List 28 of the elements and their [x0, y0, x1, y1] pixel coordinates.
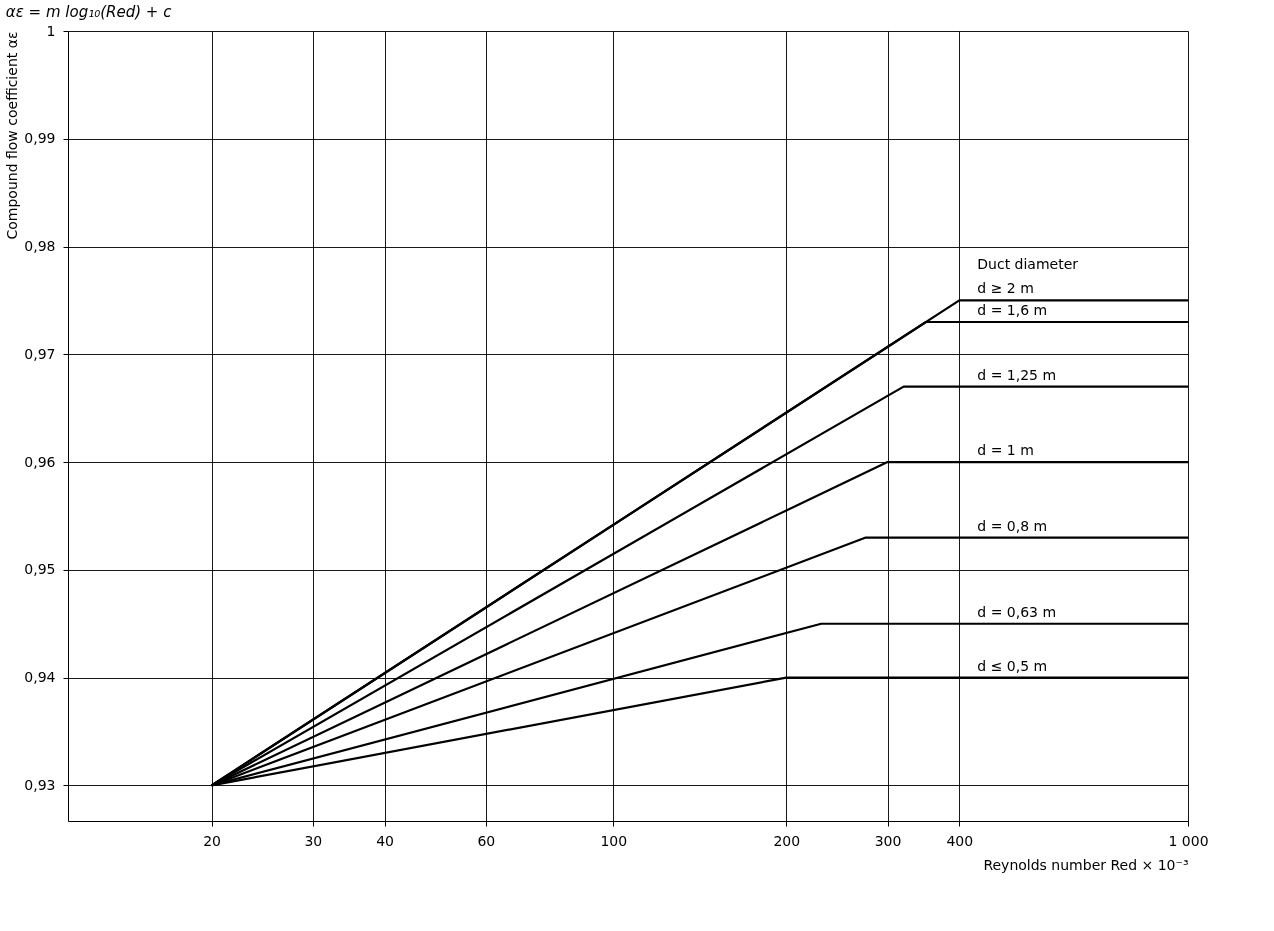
- series-label: d = 0,63 m: [977, 603, 1057, 620]
- y-tick-label: 0,99: [24, 130, 56, 147]
- x-tick-label: 200: [773, 832, 801, 849]
- y-tick-label: 0,98: [24, 238, 56, 255]
- series-label: d ≥ 2 m: [977, 280, 1034, 297]
- x-tick-label: 30: [304, 832, 323, 849]
- y-tick-label: 0,97: [24, 345, 56, 362]
- series-label: d = 1 m: [977, 442, 1034, 459]
- x-tick-label: 300: [874, 832, 902, 849]
- legend-title: Duct diameter: [977, 256, 1079, 273]
- series-label: d = 1,25 m: [977, 366, 1057, 383]
- series-label: d ≤ 0,5 m: [977, 657, 1048, 674]
- x-axis-title: Reynolds number Red × 10⁻³: [983, 856, 1189, 873]
- x-tick-label: 60: [477, 832, 496, 849]
- series-label: d = 0,8 m: [977, 517, 1048, 534]
- x-tick-label: 400: [946, 832, 974, 849]
- y-tick-label: 0,93: [24, 776, 56, 793]
- x-tick-label: 100: [600, 832, 628, 849]
- series-label: d = 1,6 m: [977, 302, 1048, 318]
- x-tick-label: 40: [376, 832, 395, 849]
- y-axis-title: Compound flow coefficient αε: [4, 31, 21, 240]
- x-tick-label: 20: [203, 832, 222, 849]
- y-tick-label: 0,94: [24, 669, 56, 686]
- y-tick-label: 1: [46, 22, 56, 39]
- y-tick-label: 0,95: [24, 561, 56, 578]
- y-tick-label: 0,96: [24, 453, 56, 470]
- x-tick-label: 1 000: [1168, 832, 1209, 849]
- chart-title: αε = m log₁₀(Red) + c: [5, 3, 173, 21]
